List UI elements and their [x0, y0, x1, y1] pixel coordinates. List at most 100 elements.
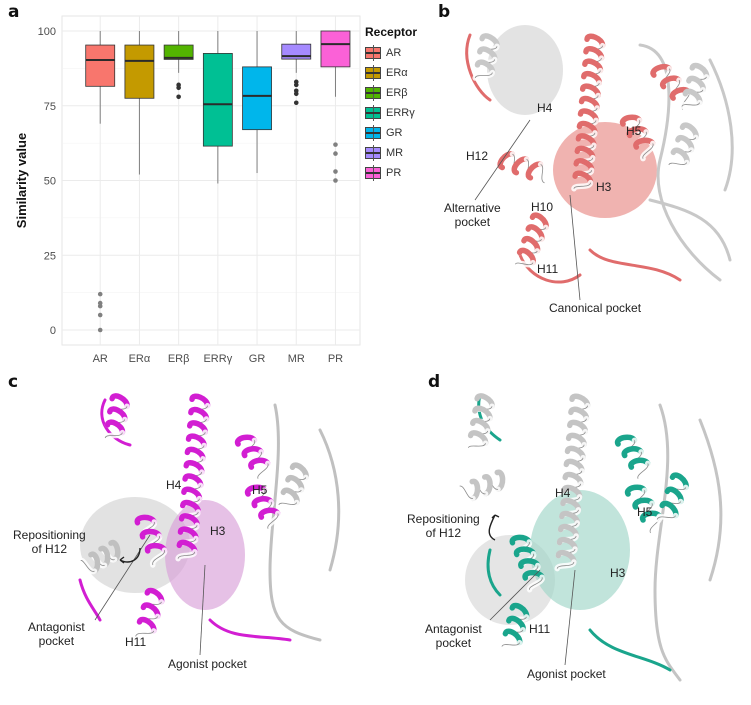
y-tick-label: 25	[44, 250, 56, 262]
label-h12: H12	[466, 149, 489, 163]
label-h5: H5	[626, 124, 642, 138]
label-h3: H3	[596, 180, 612, 194]
box-ERRγ	[202, 31, 233, 184]
outlier-point	[97, 291, 103, 297]
label-h4: H4	[537, 101, 553, 115]
outlier-point	[176, 94, 181, 100]
legend-label: ERβ	[386, 87, 408, 99]
panel-letter-d: d	[428, 372, 441, 392]
box-GR	[242, 31, 272, 174]
outlier-point	[97, 327, 103, 333]
legend-label: AR	[386, 47, 402, 59]
outlier-point	[97, 303, 103, 309]
alternative-pocket-surface	[487, 25, 563, 115]
outlier-point	[293, 82, 299, 88]
box-AR	[85, 31, 116, 333]
box-PR	[320, 30, 351, 183]
outlier-point	[333, 178, 338, 183]
x-tick-label: AR	[93, 353, 108, 365]
x-tick-label: MR	[288, 353, 305, 365]
structure-image-d	[456, 393, 723, 682]
legend-label: ERRγ	[386, 107, 415, 119]
panel-letter-b: b	[438, 2, 451, 22]
protein-ribbon	[456, 393, 723, 682]
chart-legend: Receptor AR ERα ERβ ERRγ GR MR PR	[365, 25, 417, 183]
legend-item: ERβ	[365, 83, 417, 103]
y-axis-label: Similarity value	[14, 133, 29, 228]
label-h3: H3	[210, 524, 226, 538]
protein-ribbon	[77, 393, 341, 642]
legend-swatch	[365, 85, 381, 101]
legend-swatch	[365, 45, 381, 61]
main-pocket-surface	[530, 490, 630, 610]
label-h4: H4	[555, 486, 571, 500]
label-canonical-pocket: Canonical pocket	[549, 301, 642, 315]
outlier-point	[176, 85, 181, 91]
legend-item: GR	[365, 123, 417, 143]
label-alternative-pocket: Alternative pocket	[444, 201, 501, 229]
leader-line	[489, 569, 541, 621]
x-tick-label: ERRγ	[203, 353, 232, 365]
legend-label: PR	[386, 167, 402, 179]
outlier-point	[333, 142, 338, 147]
protein-ribbon	[465, 25, 734, 284]
legend-swatch	[365, 65, 381, 81]
label-agonist-pocket: Agonist pocket	[527, 667, 606, 681]
outlier-point	[293, 100, 299, 106]
x-tick-label: ERα	[129, 353, 151, 365]
legend-label: ERα	[386, 67, 408, 79]
x-tick-label: ERβ	[168, 353, 190, 365]
label-h11: H11	[529, 622, 551, 636]
panel-letter-c: c	[8, 372, 19, 392]
leader-line	[199, 564, 206, 656]
box-ERβ	[163, 31, 194, 100]
label-h10: H10	[531, 200, 554, 214]
y-tick-label: 100	[38, 26, 56, 38]
label-repositioning-h12: Repositioning of H12	[407, 512, 480, 540]
legend-item: PR	[365, 163, 417, 183]
alternative-pocket-surface	[80, 497, 190, 593]
legend-label: GR	[386, 127, 403, 139]
structure-image-b	[465, 25, 734, 301]
y-tick-label: 50	[44, 176, 56, 188]
label-h5: H5	[637, 505, 653, 519]
label-antagonist-pocket: Antagonist pocket	[425, 622, 482, 650]
leader-line	[564, 569, 576, 666]
panel-a-boxplot: a 0 25 50 75 100 AR ERα ERβ ERRγ GR MR PR Similarity…	[0, 0, 430, 370]
legend-title: Receptor	[365, 25, 418, 39]
legend-item: ERα	[365, 63, 417, 83]
label-h4: H4	[166, 478, 182, 492]
panel-d-structure: d H4 H5 H3 H11 Repositioning of H12 Anta…	[380, 370, 751, 700]
legend-label: MR	[386, 147, 404, 159]
main-pocket-surface	[165, 500, 245, 610]
structure-image-c	[77, 393, 341, 656]
leader-line	[474, 119, 531, 201]
legend-item: ERRγ	[365, 103, 417, 123]
y-tick-label: 75	[44, 101, 56, 113]
label-agonist-pocket: Agonist pocket	[168, 657, 247, 671]
panel-c-structure: c H4 H5 H3 H11 Repositioning of H12 Anta…	[0, 370, 380, 700]
legend-item: AR	[365, 43, 417, 63]
box-ERα	[124, 31, 155, 175]
legend-swatch	[365, 145, 381, 161]
legend-item: MR	[365, 143, 417, 163]
x-tick-label: GR	[249, 353, 266, 365]
leader-line	[569, 194, 581, 301]
outlier-point	[97, 312, 103, 318]
box-MR	[281, 31, 312, 106]
label-h11: H11	[537, 262, 559, 276]
repositioning-arrow-icon	[488, 514, 500, 541]
label-h11: H11	[125, 635, 147, 649]
label-repositioning-h12: Repositioning of H12	[13, 528, 86, 556]
legend-swatch	[365, 165, 381, 181]
outlier-point	[333, 151, 338, 156]
label-antagonist-pocket: Antagonist pocket	[28, 620, 85, 648]
repositioning-arrow-icon	[119, 547, 141, 564]
label-h5: H5	[252, 483, 268, 497]
x-tick-label: PR	[328, 353, 343, 365]
panel-b-structure: b H4 H5 H12 H3 H10 H11 Alternative pocke…	[430, 0, 751, 330]
legend-swatch	[365, 125, 381, 141]
boxplot-chart: 0 25 50 75 100 AR ERα ERβ ERRγ GR MR PR Similarity v…	[14, 15, 361, 365]
leader-line	[94, 534, 151, 621]
y-tick-label: 0	[50, 325, 56, 337]
